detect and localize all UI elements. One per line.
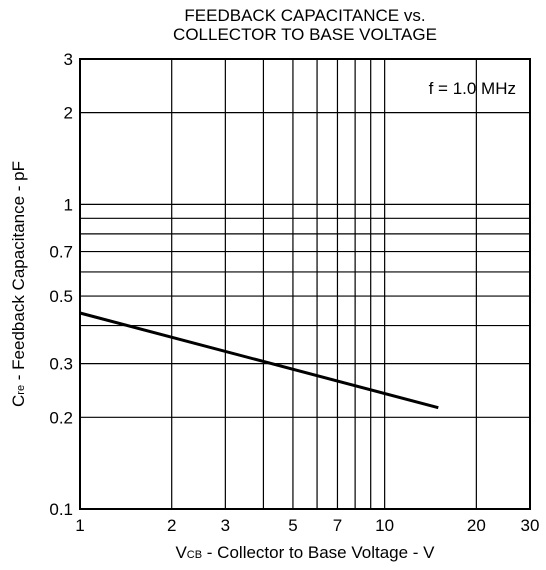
x-tick-label: 1 [75,516,84,535]
series-group [79,311,439,410]
x-tick-label: 10 [375,516,394,535]
y-tick-label: 3 [64,50,73,69]
y-axis-label: Cre - Feedback Capacitance - pF [9,161,28,407]
y-tick-label: 0.5 [49,287,73,306]
plot-frame [79,58,531,510]
y-tick-labels: 0.1 0.2 0.3 0.5 0.7 1 2 3 [49,50,73,519]
y-tick-label: 2 [64,104,73,123]
y-tick-label: 0.1 [49,500,73,519]
series-line [79,311,439,410]
x-axis-label: VCB - Collector to Base Voltage - V [175,543,435,562]
x-tick-label: 3 [221,516,230,535]
x-tick-label: 2 [167,516,176,535]
chart-title-line-2: COLLECTOR TO BASE VOLTAGE [173,25,437,44]
grid [79,58,531,510]
y-tick-label: 0.7 [49,243,73,262]
x-tick-label: 5 [288,516,297,535]
y-tick-label: 1 [64,195,73,214]
x-tick-label: 20 [467,516,486,535]
y-tick-label: 0.2 [49,408,73,427]
x-tick-label: 7 [333,516,342,535]
x-tick-labels: 1 2 3 5 7 10 20 30 [75,516,539,535]
y-tick-label: 0.3 [49,355,73,374]
chart-title-line-1: FEEDBACK CAPACITANCE vs. [184,6,426,25]
x-tick-label: 30 [521,516,540,535]
